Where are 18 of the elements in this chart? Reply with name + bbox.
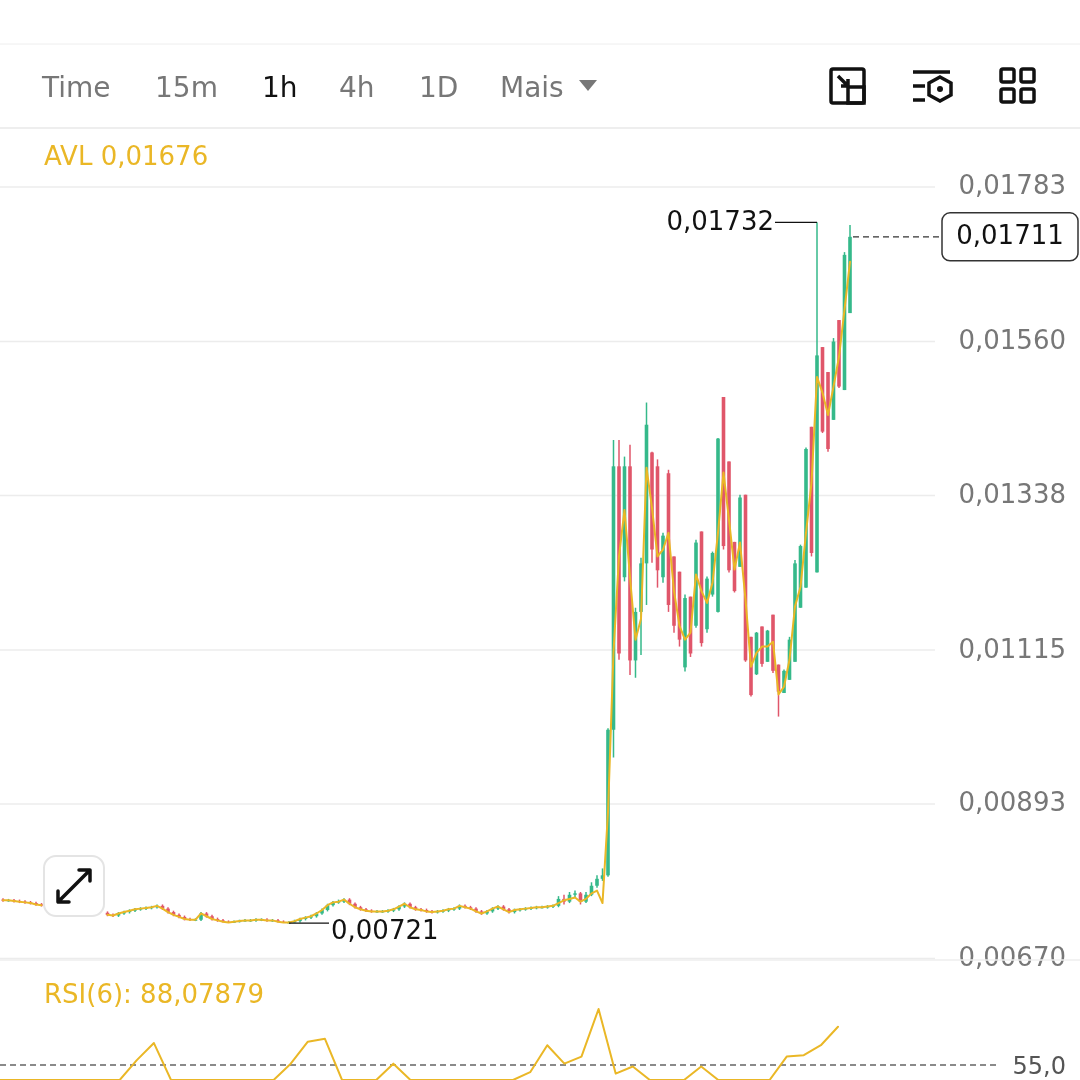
y-tick-label: 0,01560 — [958, 325, 1066, 356]
text: Mais — [500, 71, 564, 104]
y-tick-label: 0,01338 — [958, 478, 1066, 509]
text: Time — [41, 71, 111, 104]
text: AVL 0,01676 — [44, 141, 209, 171]
text: 1h — [262, 71, 298, 104]
ref-line-label: 0,01711 — [956, 220, 1064, 251]
text: 55,0 — [1012, 1052, 1066, 1080]
annotation: 0,00721 — [331, 914, 439, 945]
chart-title: RSI(6): 88,07879 — [44, 979, 265, 1009]
y-tick-label: 0,01783 — [958, 170, 1066, 201]
annotation: 0,01732 — [666, 205, 774, 236]
text: 15m — [155, 71, 218, 104]
text: 1D — [419, 71, 459, 104]
text: 4h — [339, 71, 375, 104]
y-tick-label: 0,00670 — [958, 942, 1066, 973]
y-tick-label: 0,01115 — [958, 633, 1066, 664]
y-tick-label: 0,00893 — [958, 787, 1066, 818]
